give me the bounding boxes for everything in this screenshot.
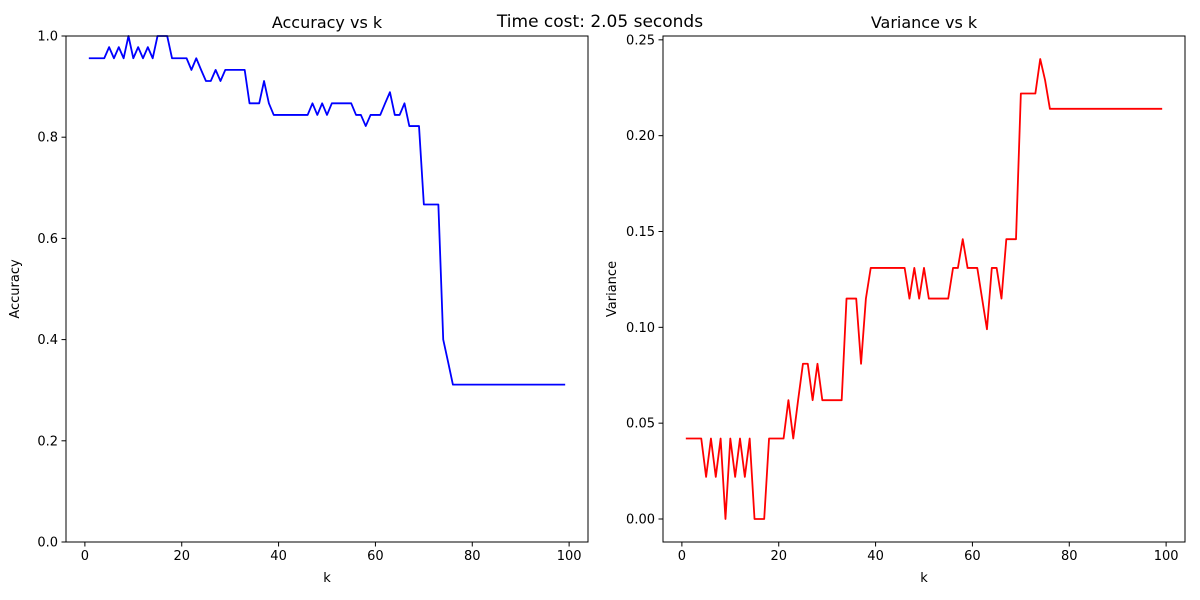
accuracy-xtick-label: 20	[173, 549, 190, 564]
variance-ytick-label: 0.10	[626, 321, 655, 336]
accuracy-series-line-0	[88, 35, 566, 386]
accuracy-xtick-label: 100	[557, 549, 582, 564]
variance-ytick-label: 0.25	[626, 33, 655, 48]
variance-xlabel: k	[920, 571, 928, 586]
accuracy-ytick-label: 1.0	[37, 30, 58, 45]
variance-ytick-label: 0.15	[626, 225, 655, 240]
variance-ytick-label: 0.00	[626, 513, 655, 528]
accuracy-xtick-label: 80	[464, 549, 481, 564]
variance-xtick-label: 40	[867, 549, 884, 564]
variance-xtick-label: 0	[678, 549, 686, 564]
figure-suptitle: Time cost: 2.05 seconds	[496, 12, 704, 32]
accuracy-ytick-label: 0.6	[37, 232, 58, 247]
accuracy-ytick-label: 0.2	[37, 434, 58, 449]
accuracy-ytick-label: 0.4	[37, 333, 58, 348]
variance-xtick-label: 100	[1154, 549, 1179, 564]
variance-subplot: 0 20 40 60 80 100 0.00 0.05 0.10 0.15 0.20 0.25 Vari…	[605, 13, 1186, 586]
accuracy-xtick-label: 60	[367, 549, 384, 564]
accuracy-ytick-label: 0.8	[37, 131, 58, 146]
accuracy-ytick-label: 0.0	[37, 536, 58, 551]
variance-ylabel: Variance	[605, 261, 620, 317]
accuracy-xlabel: k	[323, 571, 331, 586]
variance-axes-frame	[662, 35, 1186, 543]
variance-ytick-label: 0.20	[626, 129, 655, 144]
accuracy-subplot: 0 20 40 60 80 100 0.0 0.2 0.4 0.6 0.8 1.0 Accuracy v…	[8, 13, 589, 586]
accuracy-xtick-label: 40	[270, 549, 287, 564]
variance-ytick-label: 0.05	[626, 417, 655, 432]
variance-series-line-0	[685, 58, 1163, 520]
accuracy-title: Accuracy vs k	[272, 13, 383, 32]
variance-title: Variance vs k	[871, 13, 978, 32]
accuracy-axes-frame	[65, 35, 589, 543]
variance-xtick-label: 80	[1061, 549, 1078, 564]
variance-xtick-label: 60	[964, 549, 981, 564]
variance-xtick-label: 20	[770, 549, 787, 564]
accuracy-ylabel: Accuracy	[8, 259, 23, 319]
accuracy-xtick-label: 0	[81, 549, 89, 564]
